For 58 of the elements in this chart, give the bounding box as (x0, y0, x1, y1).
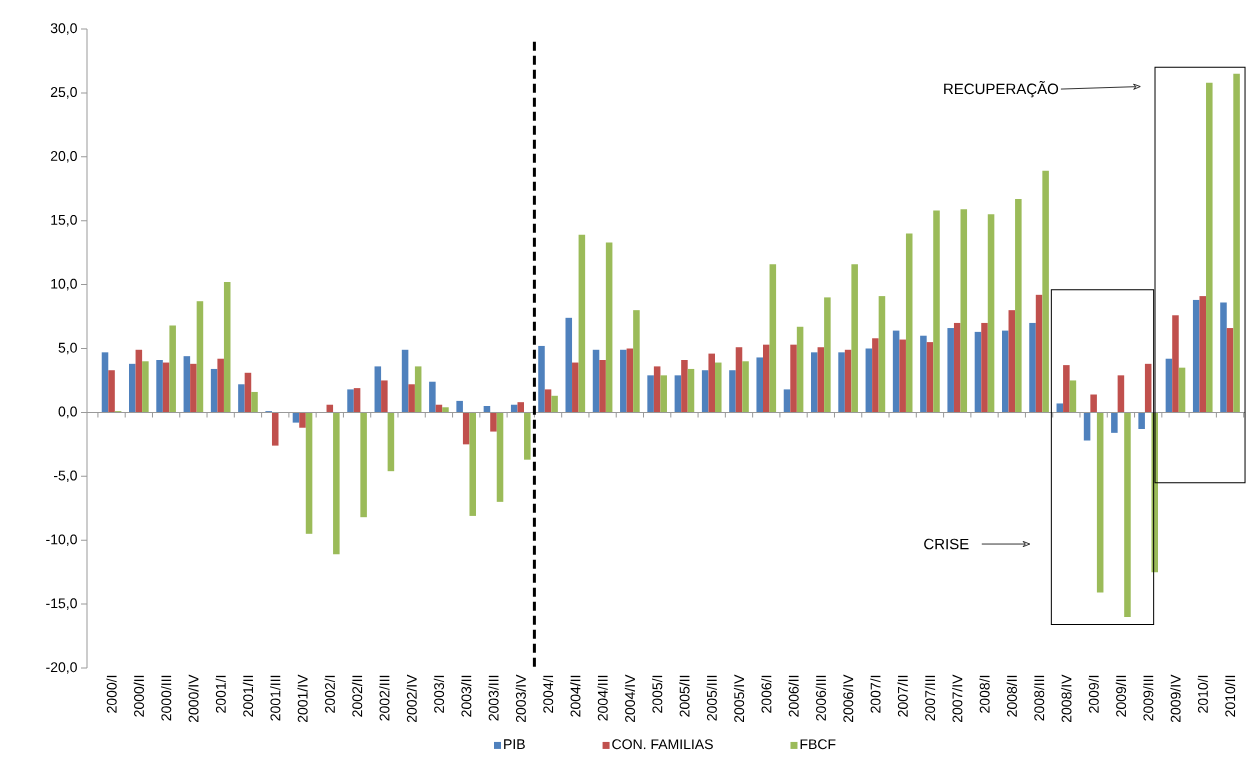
x-tick-label: 2001/II (242, 675, 254, 717)
y-tick-label: -20,0 (46, 662, 77, 674)
annotation: CRISE (924, 538, 969, 550)
x-tick-label: 2010/I (1197, 675, 1208, 713)
y-tick-label: 15,0 (51, 214, 77, 227)
x-tick-label: 2009/I (1088, 675, 1099, 713)
x-tick-label: 2001/I (215, 675, 226, 713)
x-tick-label: 2003/III (488, 675, 499, 721)
x-tick-label: 2007/II (897, 675, 908, 717)
x-tick-label: 2002/IV (406, 674, 417, 723)
x-tick-label: 2002/II (351, 675, 363, 717)
x-tick-label: 2005/IV (733, 674, 745, 723)
x-tick-label: 2006/I (761, 675, 772, 713)
x-tick-label: 2007/IV (952, 674, 963, 723)
x-tick-label: 2003/II (461, 675, 472, 717)
x-tick-label: 2003/IV (515, 674, 526, 723)
legend-label: FBCF (800, 739, 836, 750)
y-tick-label: -10,0 (46, 534, 77, 546)
y-tick-label: 30,0 (50, 23, 77, 35)
annotation: RECUPERAÇÃO (944, 80, 1059, 98)
x-tick-label: 2002/I (324, 675, 335, 713)
x-tick-label: 2000/IV (188, 674, 199, 723)
x-tick-label: 2005/I (652, 675, 663, 713)
y-tick-label: 25,0 (50, 87, 77, 99)
x-tick-label: 2002/III (379, 675, 390, 721)
y-tick-label: 20,0 (50, 151, 77, 163)
x-tick-label: 2007/I (870, 675, 881, 713)
x-tick-label: 2009/III (1143, 675, 1154, 721)
x-tick-label: 2004/II (570, 675, 581, 717)
x-tick-label: 2001/IV (297, 674, 308, 723)
x-tick-label: 2005/II (679, 675, 690, 717)
legend-label: CON. FAMILIAS (612, 739, 713, 750)
x-tick-label: 2009/IV (1170, 674, 1181, 723)
x-tick-label: 2003/I (433, 675, 445, 713)
legend-label: PIB (504, 739, 525, 749)
y-tick-label: -15,0 (46, 598, 77, 610)
x-tick-label: 2008/III (1033, 675, 1045, 721)
x-tick-label: 2004/IV (624, 674, 636, 723)
y-tick-label: 10,0 (51, 278, 77, 291)
x-tick-label: 2006/III (815, 675, 826, 721)
x-tick-label: 2007/III (924, 675, 936, 721)
y-tick-label: 5,0 (58, 342, 77, 355)
x-tick-label: 2000/I (106, 675, 117, 713)
x-tick-label: 2001/III (270, 675, 281, 721)
x-tick-label: 2004/I (542, 675, 554, 713)
x-tick-label: 2009/II (1115, 675, 1127, 717)
x-tick-label: 2008/I (979, 675, 990, 713)
x-tick-label: 2008/II (1006, 675, 1017, 717)
x-tick-label: 2008/IV (1061, 674, 1072, 723)
y-tick-label: -5,0 (53, 470, 77, 483)
x-tick-label: 2005/III (706, 675, 717, 721)
x-tick-label: 2004/III (597, 675, 608, 721)
x-tick-label: 2000/II (133, 675, 144, 717)
x-tick-label: 2010/II (1224, 675, 1236, 717)
y-tick-label: 0,0 (58, 406, 77, 419)
x-tick-label: 2006/II (788, 675, 799, 717)
x-tick-label: 2006/IV (842, 674, 854, 723)
x-tick-label: 2000/III (160, 675, 172, 721)
